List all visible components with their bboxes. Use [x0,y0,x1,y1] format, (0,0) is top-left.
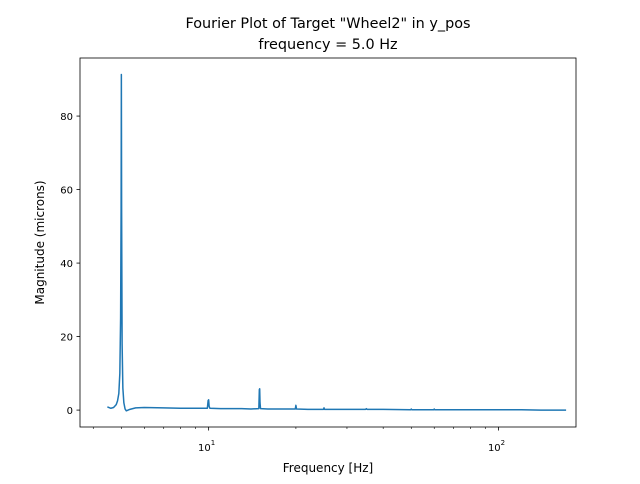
y-tick-label: 40 [60,259,73,270]
y-tick-label: 0 [67,406,73,417]
chart-subtitle: frequency = 5.0 Hz [258,37,397,53]
y-tick-label: 80 [60,112,73,123]
series-line [107,73,567,412]
y-axis-label: Magnitude (microns) [33,180,47,304]
chart-title: Fourier Plot of Target "Wheel2" in y_pos [185,16,470,32]
line-group [107,73,567,412]
y-axis: 0 20 40 60 80 [60,112,80,417]
y-tick-label: 60 [60,186,73,197]
x-tick-label: 101 [198,439,215,454]
y-tick-label: 20 [60,333,73,344]
x-tick-label: 102 [488,439,505,454]
x-axis-label: Frequency [Hz] [283,461,374,475]
plot-frame [79,57,577,428]
